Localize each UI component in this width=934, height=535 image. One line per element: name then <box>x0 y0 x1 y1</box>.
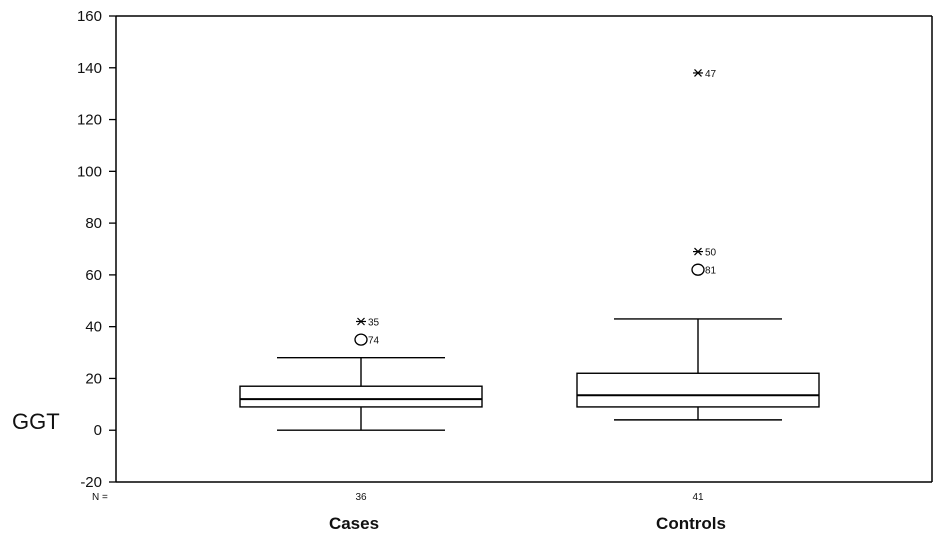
outlier-case-label: 47 <box>705 69 717 80</box>
iqr-box <box>239 385 483 408</box>
outlier-star-marker <box>357 317 365 326</box>
outlier-circle-marker <box>691 263 705 276</box>
outlier-case-label: 35 <box>368 317 380 328</box>
n-prefix-label: N = <box>92 492 108 503</box>
box-group-controls: 47 50 81 41 Controls <box>576 69 820 533</box>
outlier-star-marker <box>694 69 702 77</box>
y-axis-label: GGT <box>12 409 60 434</box>
y-tick-label: 140 <box>77 60 102 77</box>
box-plot-groups: 35 74 36 Cases 47 50 81 41 Controls <box>239 69 820 533</box>
outlier-circle-marker <box>354 333 368 346</box>
y-tick-label: 20 <box>85 370 102 387</box>
iqr-box <box>576 372 820 408</box>
category-label: Cases <box>329 514 379 533</box>
y-tick-label: 0 <box>94 422 102 439</box>
y-tick-label: 160 <box>77 8 102 25</box>
y-tick-label: 40 <box>85 319 102 336</box>
y-tick-label: 100 <box>77 163 102 180</box>
y-tick-label: 120 <box>77 112 102 129</box>
outlier-case-label: 50 <box>705 248 717 259</box>
outlier-case-label: 74 <box>368 336 380 347</box>
outlier-star-marker <box>694 247 702 256</box>
group-n-label: 41 <box>692 492 704 503</box>
group-n-label: 36 <box>355 492 367 503</box>
y-axis-ticks: -20 0 20 40 60 80 100 120 140 160 <box>77 8 116 491</box>
y-tick-label: -20 <box>80 474 102 491</box>
y-tick-label: 80 <box>85 215 102 232</box>
box-group-cases: 35 74 36 Cases <box>239 317 483 533</box>
y-tick-label: 60 <box>85 267 102 284</box>
outlier-case-label: 81 <box>705 266 717 277</box>
category-label: Controls <box>656 514 726 533</box>
